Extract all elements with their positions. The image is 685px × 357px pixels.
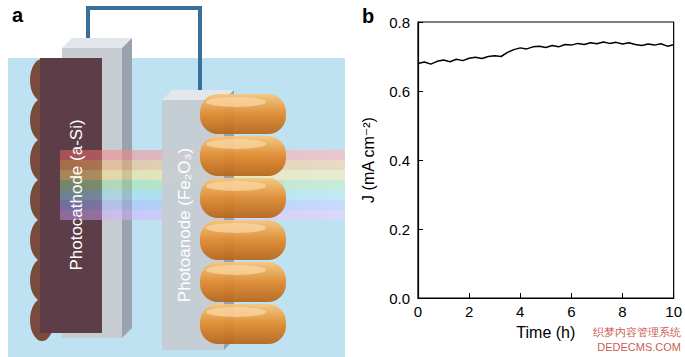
- svg-text:10: 10: [665, 303, 682, 320]
- svg-text:a: a: [12, 4, 24, 26]
- svg-text:DEDECMS.COM: DEDECMS.COM: [597, 341, 681, 353]
- svg-text:2: 2: [465, 303, 473, 320]
- svg-text:0.6: 0.6: [389, 83, 410, 100]
- svg-text:0: 0: [414, 303, 422, 320]
- svg-text:J (mA cm⁻²): J (mA cm⁻²): [360, 117, 377, 203]
- svg-text:0.0: 0.0: [389, 290, 410, 307]
- svg-text:8: 8: [618, 303, 626, 320]
- svg-text:织梦内容管理系统: 织梦内容管理系统: [593, 326, 681, 338]
- svg-text:Photoanode (Fe₂O₃): Photoanode (Fe₂O₃): [175, 148, 194, 302]
- svg-text:b: b: [362, 5, 374, 27]
- svg-text:Photocathode (a-Si): Photocathode (a-Si): [67, 119, 86, 270]
- svg-text:6: 6: [567, 303, 575, 320]
- svg-text:0.2: 0.2: [389, 221, 410, 238]
- svg-text:Time (h): Time (h): [516, 324, 575, 341]
- svg-text:0.4: 0.4: [389, 152, 410, 169]
- svg-text:4: 4: [516, 303, 524, 320]
- svg-text:0.8: 0.8: [389, 14, 410, 31]
